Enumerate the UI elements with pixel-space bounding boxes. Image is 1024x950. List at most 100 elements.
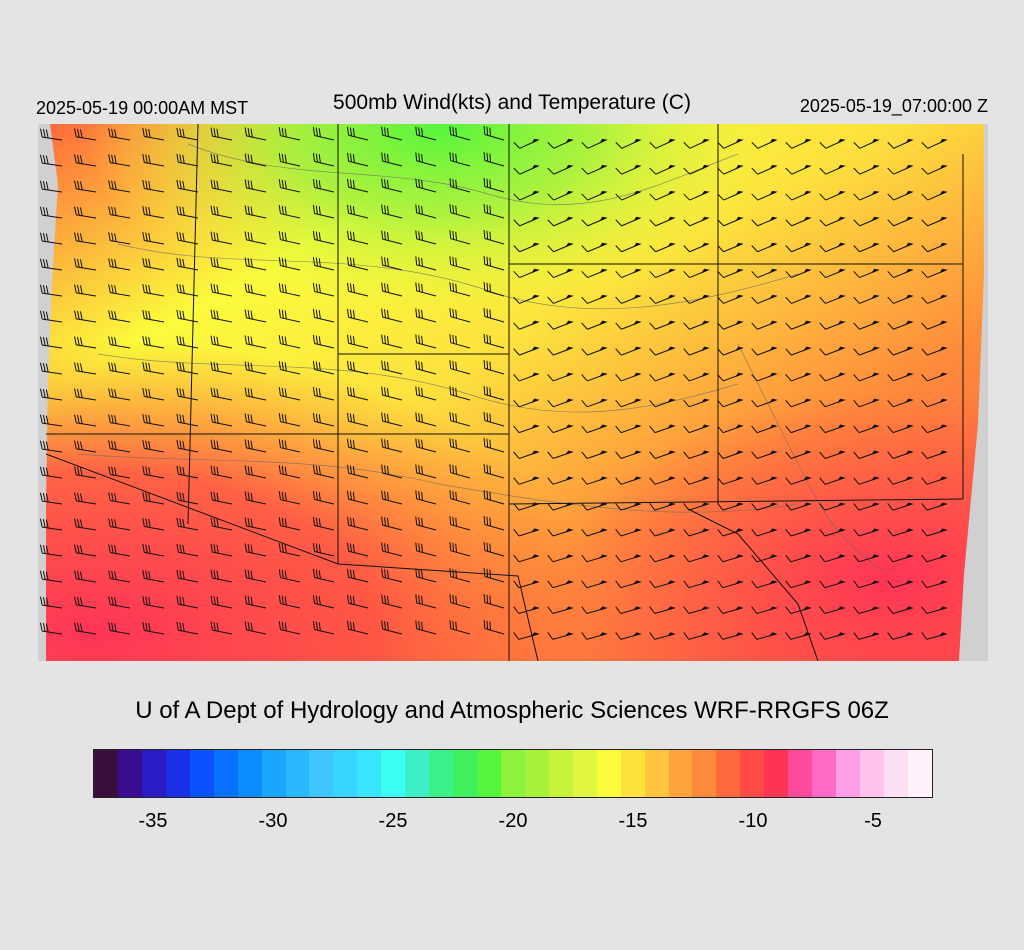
- wind-barb: [449, 256, 471, 271]
- wind-barb: [853, 190, 880, 201]
- wind-barb: [312, 490, 335, 505]
- wind-barb: [381, 360, 403, 375]
- wind-barb: [547, 424, 574, 434]
- wind-barb: [312, 126, 335, 141]
- wind-barb: [74, 206, 97, 219]
- wind-barb: [887, 242, 914, 253]
- wind-barb: [176, 387, 199, 401]
- wind-barb: [312, 204, 335, 219]
- wind-barb: [312, 360, 335, 375]
- wind-barb: [74, 492, 97, 505]
- wind-barb: [449, 230, 471, 245]
- wind-barb: [449, 412, 471, 427]
- wind-barb: [244, 283, 267, 297]
- wind-barb: [785, 268, 812, 279]
- wind-barb: [513, 632, 540, 640]
- wind-barb: [278, 205, 301, 219]
- wind-barb: [785, 606, 812, 614]
- map-canvas: [38, 124, 988, 661]
- wind-barb: [483, 593, 505, 609]
- wind-barb: [210, 283, 233, 297]
- wind-barb: [415, 152, 437, 167]
- wind-barb: [278, 465, 301, 479]
- wind-barb: [853, 554, 880, 563]
- wind-barb: [513, 164, 540, 175]
- wind-barb: [717, 190, 744, 201]
- wind-barb: [312, 256, 335, 271]
- wind-barb: [547, 502, 574, 511]
- colorbar-swatch: [189, 750, 214, 797]
- wind-barb: [751, 528, 778, 537]
- wind-barb: [39, 154, 63, 167]
- wind-barb: [887, 528, 914, 537]
- wind-barb: [513, 268, 540, 279]
- wind-barb: [547, 372, 574, 382]
- wind-barb: [415, 308, 437, 323]
- wind-barb: [39, 362, 63, 375]
- wind-barb: [921, 554, 948, 563]
- wind-barb: [513, 606, 540, 614]
- wind-barb: [176, 335, 199, 349]
- wind-barb: [142, 257, 165, 271]
- wind-barb: [74, 544, 97, 557]
- wind-barb: [381, 516, 403, 531]
- wind-barb: [853, 606, 880, 614]
- wind-barb: [581, 294, 608, 304]
- wind-barb: [513, 450, 540, 459]
- wind-barb: [176, 439, 199, 453]
- wind-barb: [210, 569, 233, 583]
- wind-barb: [819, 450, 846, 459]
- wind-barb: [513, 554, 540, 563]
- wind-barb: [381, 490, 403, 505]
- colorbar-tick-label: -30: [258, 810, 288, 832]
- wind-barb: [244, 569, 267, 583]
- wind-barb: [785, 294, 812, 304]
- wind-barb: [921, 632, 948, 640]
- wind-barb: [853, 138, 880, 149]
- wind-barb: [244, 231, 267, 245]
- wind-barb: [887, 138, 914, 149]
- wind-barb: [785, 372, 812, 382]
- wind-barb: [278, 127, 301, 141]
- wind-barb: [347, 568, 369, 583]
- wind-barb: [210, 231, 233, 245]
- wind-barb: [142, 413, 165, 427]
- wind-barb: [176, 569, 199, 583]
- wind-barb: [887, 580, 914, 589]
- colorbar-swatch: [883, 750, 908, 797]
- wind-barb: [244, 335, 267, 349]
- wind-barb: [415, 568, 437, 583]
- wind-barb: [649, 450, 676, 459]
- wind-barb: [853, 164, 880, 175]
- wind-barb: [74, 310, 97, 323]
- wind-barb: [312, 542, 335, 557]
- wind-barb: [210, 465, 233, 479]
- wind-barb: [513, 190, 540, 201]
- wind-barb: [381, 204, 403, 219]
- wind-barb: [74, 362, 97, 375]
- wind-barb: [142, 595, 165, 609]
- wind-barb: [108, 258, 131, 271]
- colorbar-tick-label: -35: [138, 810, 168, 832]
- wind-barb: [683, 216, 710, 227]
- wind-barb: [853, 398, 880, 408]
- wind-barb: [649, 476, 676, 485]
- wind-barb: [108, 362, 131, 375]
- wind-barb: [547, 398, 574, 408]
- wind-barb: [683, 268, 710, 279]
- wind-barb: [581, 190, 608, 201]
- wind-barb: [649, 632, 676, 640]
- wind-barb: [547, 268, 574, 279]
- wind-barb: [785, 502, 812, 511]
- wind-barb: [483, 411, 505, 427]
- wind-barb: [381, 438, 403, 453]
- wind-barb: [615, 632, 642, 640]
- wind-barb: [312, 308, 335, 323]
- wind-barb: [615, 398, 642, 408]
- wind-barb: [381, 230, 403, 245]
- wind-barb: [449, 282, 471, 297]
- wind-barb: [176, 283, 199, 297]
- wind-barb: [244, 491, 267, 505]
- colorbar-swatch: [141, 750, 166, 797]
- wind-barb: [887, 268, 914, 279]
